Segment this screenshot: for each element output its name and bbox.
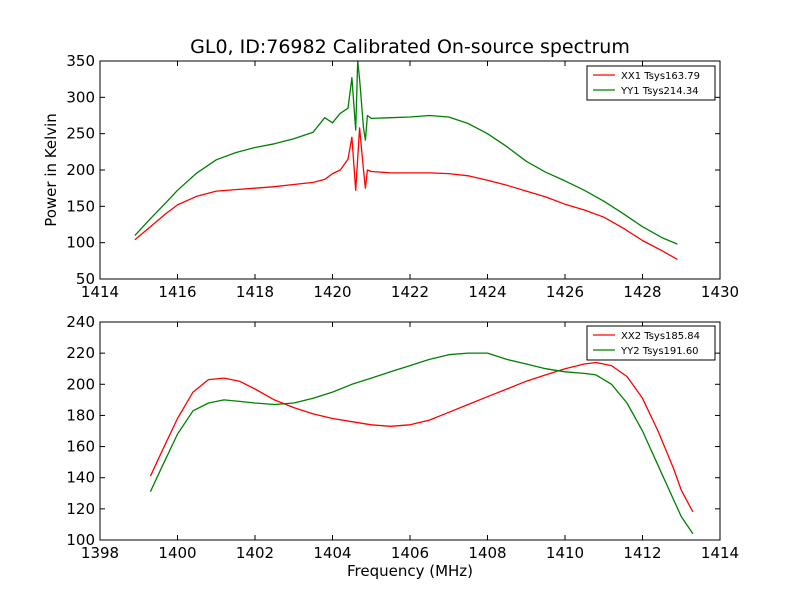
x-tick-label: 1414 bbox=[81, 283, 119, 301]
y-tick-label: 250 bbox=[66, 125, 95, 143]
legend: XX2 Tsys185.84 YY2 Tsys191.60 bbox=[586, 325, 716, 361]
y-tick-label: 240 bbox=[66, 313, 95, 331]
legend-label: XX1 Tsys163.79 bbox=[621, 71, 700, 82]
y-tick-label: 300 bbox=[66, 88, 95, 106]
series-line-1 bbox=[149, 361, 694, 513]
x-tick-label: 1402 bbox=[236, 544, 274, 562]
y-tick-label: 150 bbox=[66, 197, 95, 215]
x-axis-label: Frequency (MHz) bbox=[347, 562, 473, 580]
series-line-2 bbox=[149, 352, 694, 535]
x-tick-label: 1424 bbox=[468, 283, 506, 301]
y-tick-label: 100 bbox=[66, 531, 95, 549]
series-line-2 bbox=[134, 60, 678, 245]
y-tick-label: 180 bbox=[66, 406, 95, 424]
x-tick-label: 1422 bbox=[391, 283, 429, 301]
series-line-1 bbox=[134, 127, 678, 260]
y-tick-label: 140 bbox=[66, 469, 95, 487]
x-tick-label: 1428 bbox=[623, 283, 661, 301]
bottom-panel: 1398 1400 1402 1404 1406 1408 1410 1412 1414 100 1… bbox=[66, 313, 739, 562]
y-tick-label: 200 bbox=[66, 375, 95, 393]
top-panel: 1414 1416 1418 1420 1422 1424 1426 1428 1430 50 10… bbox=[66, 52, 739, 301]
legend-label: XX2 Tsys185.84 bbox=[621, 331, 700, 342]
legend-box bbox=[586, 325, 716, 361]
y-tick-label: 100 bbox=[66, 234, 95, 252]
x-tick-label: 1400 bbox=[158, 544, 196, 562]
y-tick-label: 120 bbox=[66, 500, 95, 518]
legend-label: YY2 Tsys191.60 bbox=[620, 346, 699, 357]
y-tick-label: 160 bbox=[66, 438, 95, 456]
x-tick-label: 1430 bbox=[701, 283, 739, 301]
x-tick-label: 1398 bbox=[81, 544, 119, 562]
x-tick-label: 1412 bbox=[623, 544, 661, 562]
x-tick-label: 1410 bbox=[546, 544, 584, 562]
legend: XX1 Tsys163.79 YY1 Tsys214.34 bbox=[586, 65, 716, 101]
x-tick-label: 1416 bbox=[158, 283, 196, 301]
x-tick-label: 1426 bbox=[546, 283, 584, 301]
y-tick-label: 220 bbox=[66, 344, 95, 362]
x-tick-label: 1414 bbox=[701, 544, 739, 562]
y-tick-label: 200 bbox=[66, 161, 95, 179]
y-axis-label: Power in Kelvin bbox=[42, 113, 60, 227]
x-tick-label: 1408 bbox=[468, 544, 506, 562]
y-tick-label: 350 bbox=[66, 52, 95, 70]
x-tick-label: 1418 bbox=[236, 283, 274, 301]
x-tick-label: 1404 bbox=[313, 544, 351, 562]
legend-label: YY1 Tsys214.34 bbox=[620, 86, 699, 97]
chart-title: GL0, ID:76982 Calibrated On-source spect… bbox=[190, 36, 630, 58]
y-tick-label: 50 bbox=[76, 270, 95, 288]
x-tick-label: 1420 bbox=[313, 283, 351, 301]
x-tick-label: 1406 bbox=[391, 544, 429, 562]
legend-box bbox=[586, 65, 716, 101]
